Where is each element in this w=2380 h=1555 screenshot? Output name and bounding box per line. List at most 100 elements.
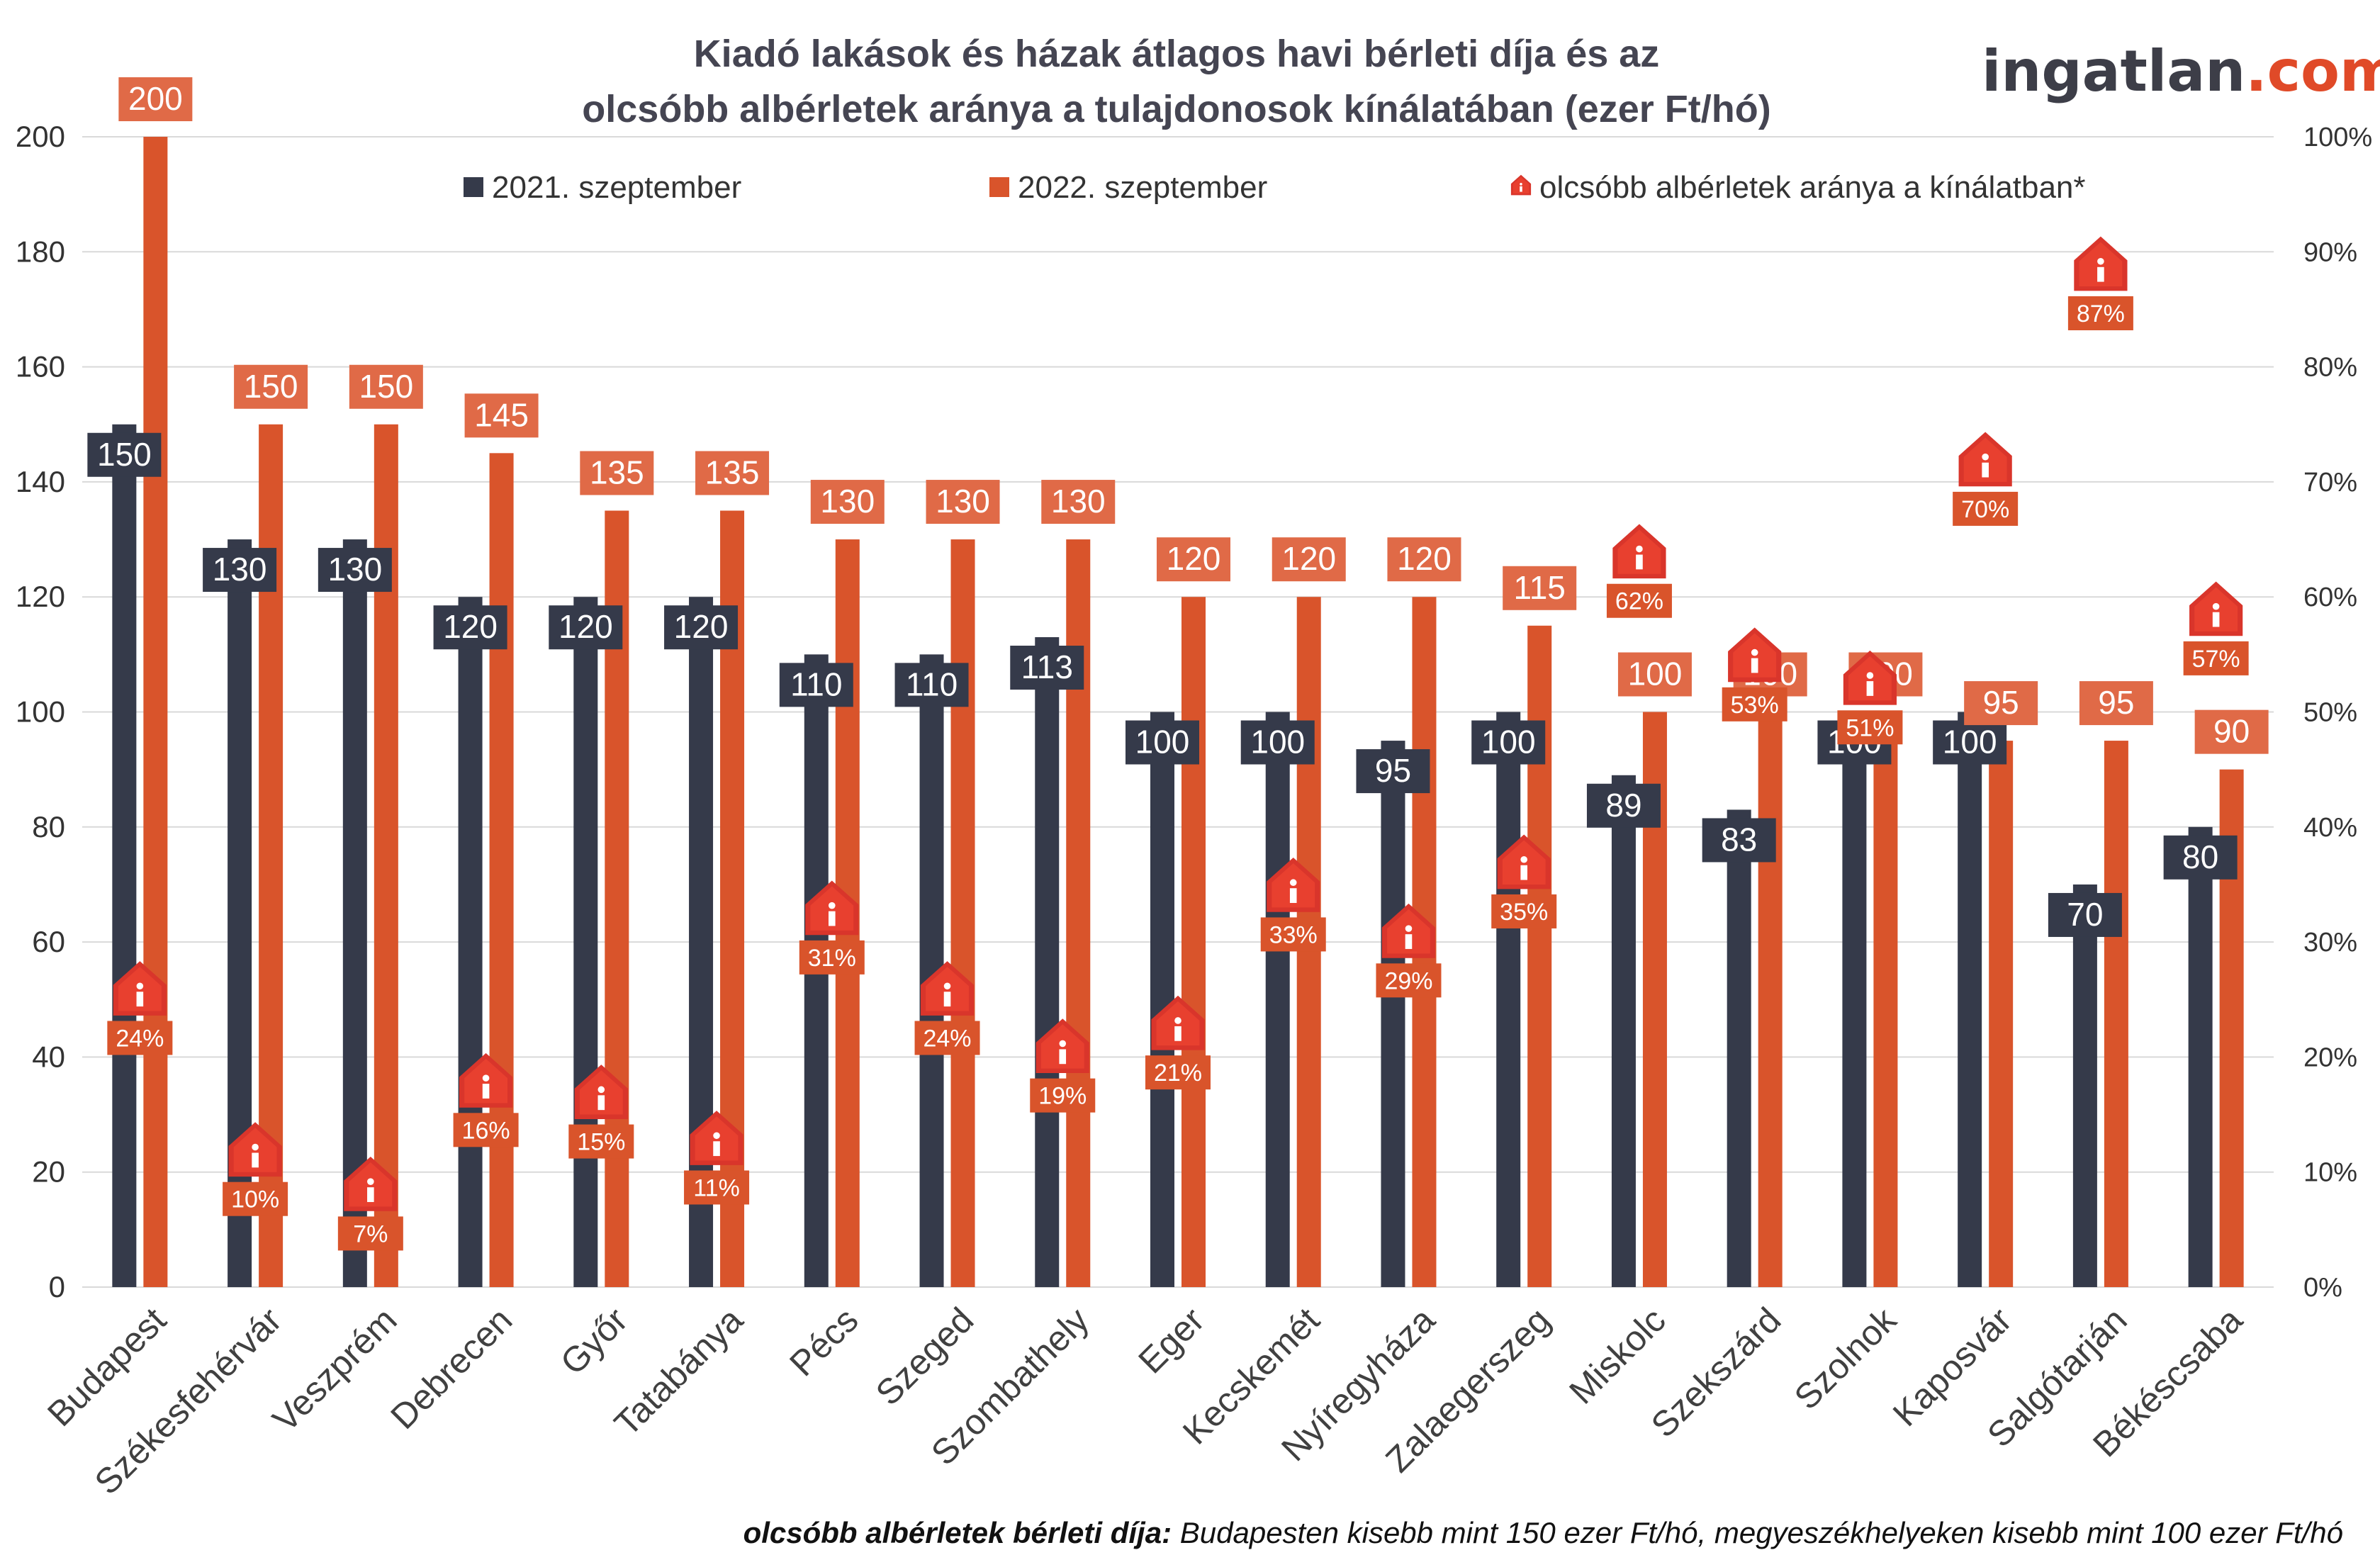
legend-swatch-2022 bbox=[989, 177, 1009, 197]
share-label-box bbox=[223, 1181, 288, 1216]
share-label: 11% bbox=[693, 1174, 740, 1201]
data-label-2022: 115 bbox=[1514, 569, 1566, 606]
share-label: 24% bbox=[116, 1025, 164, 1052]
y-left-tick-label: 200 bbox=[16, 120, 65, 153]
data-label-box-2022 bbox=[1617, 652, 1692, 697]
data-label-2022: 100 bbox=[1628, 656, 1683, 692]
y-right-tick-label: 80% bbox=[2303, 353, 2357, 383]
data-label-2022: 120 bbox=[1167, 540, 1221, 577]
bar-2022 bbox=[489, 453, 514, 1288]
bar-2021 bbox=[112, 424, 137, 1287]
y-left-tick-label: 100 bbox=[16, 695, 65, 729]
y-right-tick-label: 100% bbox=[2303, 123, 2372, 152]
legend-label-share: olcsóbb albérletek aránya a kínálatban* bbox=[1539, 170, 2086, 205]
bar-2021 bbox=[2188, 826, 2213, 1287]
category-label: Pécs bbox=[782, 1300, 865, 1383]
bar-2022 bbox=[950, 539, 975, 1287]
legend: 2021. szeptember 2022. szeptember olcsób… bbox=[464, 170, 2086, 205]
data-label-2022: 130 bbox=[1051, 483, 1106, 520]
data-label-2021: 113 bbox=[1021, 649, 1073, 685]
data-label-box-2021 bbox=[779, 663, 853, 707]
data-label-2021: 130 bbox=[327, 551, 382, 588]
bar-2022 bbox=[1758, 712, 1783, 1287]
data-labels: 150 200 130 150 130 150 120 145 120 135 120 135 110 1… bbox=[87, 77, 2269, 937]
data-label-box-2021 bbox=[2048, 892, 2122, 937]
y-axis-left: 0 20 40 60 80 100 120 140 160 180 200 bbox=[16, 120, 65, 1303]
share-label: 33% bbox=[1269, 921, 1318, 948]
data-label-2021: 110 bbox=[906, 666, 958, 702]
share-label: 53% bbox=[1731, 692, 1779, 719]
data-label-box-2022 bbox=[926, 480, 1000, 524]
data-label-2022: 145 bbox=[474, 396, 529, 433]
bar-2021 bbox=[342, 539, 367, 1287]
share-label-box bbox=[337, 1216, 403, 1251]
data-label-2021: 120 bbox=[558, 608, 613, 645]
data-label-box-2021 bbox=[1933, 720, 2007, 765]
logo-main: ingatlan bbox=[1982, 38, 2245, 104]
share-label-box bbox=[684, 1170, 750, 1205]
y-left-tick-label: 180 bbox=[16, 235, 65, 268]
data-label-2022: 135 bbox=[590, 454, 644, 490]
data-label-2021: 120 bbox=[443, 608, 498, 645]
share-label: 35% bbox=[1500, 899, 1548, 926]
data-label-2022: 150 bbox=[244, 368, 298, 405]
house-icon bbox=[2074, 236, 2128, 291]
data-label-2021: 70 bbox=[2067, 896, 2103, 933]
share-label: 62% bbox=[1615, 588, 1663, 615]
share-label: 15% bbox=[577, 1129, 625, 1156]
data-label-box-2022 bbox=[118, 77, 193, 121]
share-label: 19% bbox=[1038, 1083, 1087, 1110]
share-label: 24% bbox=[923, 1025, 971, 1052]
data-label-box-2022 bbox=[349, 364, 423, 409]
y-left-tick-label: 20 bbox=[32, 1155, 65, 1189]
share-label-box bbox=[1376, 963, 1442, 998]
share-label-box bbox=[799, 940, 865, 975]
share-label-box bbox=[568, 1124, 634, 1159]
data-label-2022: 130 bbox=[936, 483, 990, 520]
category-label: Győr bbox=[553, 1300, 635, 1382]
data-label-box-2021 bbox=[318, 548, 392, 593]
share-label: 16% bbox=[462, 1117, 510, 1144]
share-label-box bbox=[453, 1113, 519, 1147]
data-label-box-2022 bbox=[1503, 566, 1577, 610]
gridlines bbox=[82, 136, 2274, 1288]
y-left-tick-label: 120 bbox=[16, 580, 65, 613]
data-label-box-2022 bbox=[2194, 709, 2269, 754]
share-label: 7% bbox=[353, 1220, 388, 1247]
bar-2021 bbox=[1958, 712, 1982, 1287]
y-left-tick-label: 40 bbox=[32, 1040, 65, 1073]
legend-swatch-2021 bbox=[464, 177, 483, 197]
data-label-2021: 150 bbox=[97, 436, 152, 473]
bar-2022 bbox=[143, 137, 168, 1287]
share-label-box bbox=[914, 1021, 980, 1055]
data-label-2021: 89 bbox=[1605, 787, 1641, 824]
category-label: Miskolc bbox=[1561, 1300, 1673, 1411]
y-right-tick-label: 40% bbox=[2303, 813, 2357, 843]
y-left-tick-label: 0 bbox=[49, 1270, 65, 1303]
data-label-2022: 95 bbox=[2098, 684, 2134, 721]
data-label-2022: 95 bbox=[1983, 684, 2019, 721]
data-label-box-2022 bbox=[695, 451, 770, 495]
bar-2022 bbox=[2104, 741, 2128, 1287]
bar-2021 bbox=[1611, 775, 1636, 1287]
bar-2022 bbox=[1873, 712, 1898, 1287]
data-label-2022: 90 bbox=[2213, 713, 2250, 750]
data-label-box-2021 bbox=[1010, 646, 1084, 690]
share-label-box bbox=[2183, 641, 2249, 675]
legend-label-2021: 2021. szeptember bbox=[492, 170, 741, 205]
share-label-box bbox=[1837, 710, 1903, 745]
share-label: 10% bbox=[231, 1186, 279, 1213]
share-label: 51% bbox=[1846, 714, 1894, 741]
data-label-2021: 100 bbox=[1943, 724, 1997, 760]
y-left-tick-label: 140 bbox=[16, 465, 65, 498]
data-label-2022: 150 bbox=[359, 368, 413, 405]
share-label-box bbox=[107, 1021, 173, 1055]
share-label-box bbox=[1491, 894, 1557, 928]
y-right-tick-label: 10% bbox=[2303, 1158, 2357, 1188]
data-label-box-2021 bbox=[2163, 835, 2238, 880]
chart-title-line1: Kiadó lakások és házak átlagos havi bérl… bbox=[694, 33, 1660, 75]
footnote: olcsóbb albérletek bérleti díja: Budapes… bbox=[743, 1516, 2343, 1549]
bar-2021 bbox=[573, 597, 598, 1287]
